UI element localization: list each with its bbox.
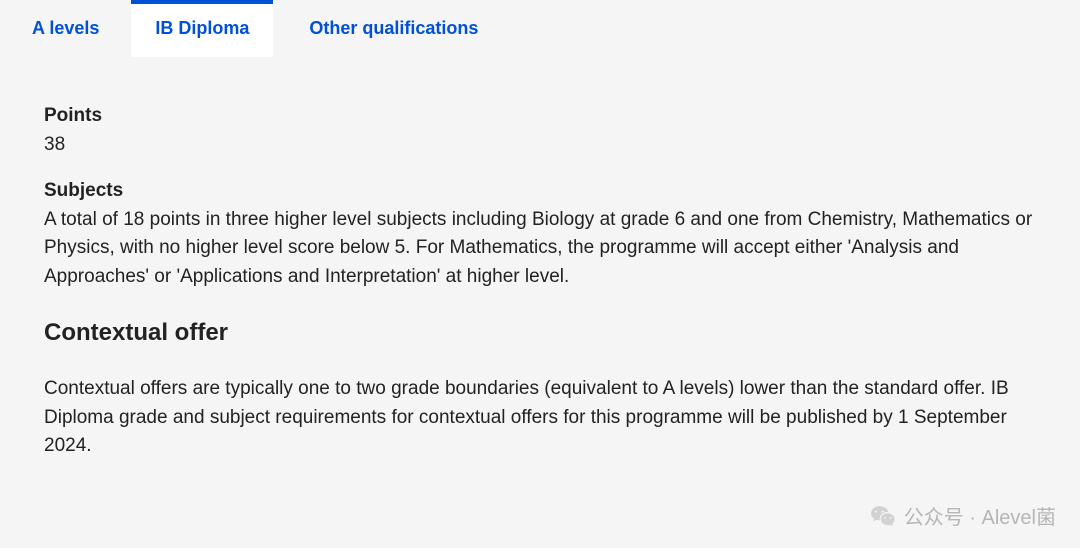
- contextual-offer-heading: Contextual offer: [44, 319, 1036, 347]
- page-container: A levels IB Diploma Other qualifications…: [0, 0, 1080, 548]
- subjects-text: A total of 18 points in three higher lev…: [44, 206, 1036, 292]
- contextual-offer-text: Contextual offers are typically one to t…: [44, 375, 1036, 461]
- points-label: Points: [44, 105, 1036, 127]
- points-value: 38: [44, 131, 1036, 160]
- watermark: 公众号 · Alevel菌: [870, 501, 1056, 530]
- tabs-bar: A levels IB Diploma Other qualifications: [0, 0, 1080, 57]
- tab-other-qualifications[interactable]: Other qualifications: [273, 0, 514, 57]
- tab-ib-diploma[interactable]: IB Diploma: [131, 0, 273, 57]
- subjects-label: Subjects: [44, 180, 1036, 202]
- tab-a-levels[interactable]: A levels: [0, 0, 131, 57]
- wechat-icon: [870, 503, 896, 529]
- watermark-text: 公众号 · Alevel菌: [904, 501, 1056, 530]
- tab-content: Points 38 Subjects A total of 18 points …: [0, 57, 1080, 481]
